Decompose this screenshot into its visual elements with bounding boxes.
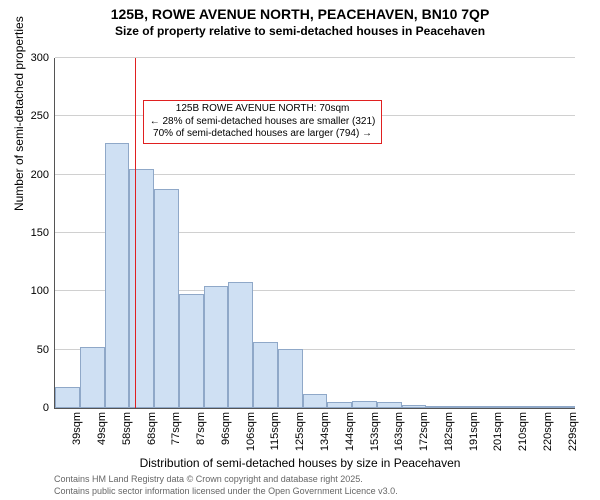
y-axis-label: Number of semi-detached properties xyxy=(12,16,26,211)
property-size-histogram: 125B, ROWE AVENUE NORTH, PEACEHAVEN, BN1… xyxy=(0,0,600,500)
y-tick-label: 250 xyxy=(31,110,49,122)
x-tick-label: 68sqm xyxy=(146,408,158,445)
y-tick-label: 200 xyxy=(31,169,49,181)
x-tick-label: 144sqm xyxy=(344,408,356,451)
x-tick-label: 229sqm xyxy=(567,408,579,451)
annotation-line-2: ← 28% of semi-detached houses are smalle… xyxy=(150,116,376,129)
x-tick-label: 153sqm xyxy=(369,408,381,451)
x-tick-label: 172sqm xyxy=(418,408,430,451)
x-tick-label: 58sqm xyxy=(121,408,133,445)
chart-title: 125B, ROWE AVENUE NORTH, PEACEHAVEN, BN1… xyxy=(0,6,600,22)
y-tick-label: 50 xyxy=(37,344,49,356)
histogram-bar xyxy=(80,347,105,408)
x-tick-label: 96sqm xyxy=(220,408,232,445)
plot-area: 05010015020025030039sqm49sqm58sqm68sqm77… xyxy=(54,58,575,409)
x-tick-label: 210sqm xyxy=(517,408,529,451)
x-tick-label: 49sqm xyxy=(96,408,108,445)
chart-subtitle: Size of property relative to semi-detach… xyxy=(0,24,600,38)
histogram-bar xyxy=(228,282,253,408)
gridline xyxy=(55,57,575,58)
property-marker-line xyxy=(135,58,136,408)
histogram-bar xyxy=(303,394,328,408)
histogram-bar xyxy=(352,401,377,408)
annotation-box: 125B ROWE AVENUE NORTH: 70sqm← 28% of se… xyxy=(143,100,383,144)
histogram-bar xyxy=(55,387,80,408)
y-tick-label: 150 xyxy=(31,227,49,239)
histogram-bar xyxy=(105,143,130,408)
y-tick-label: 100 xyxy=(31,285,49,297)
annotation-line-1: 125B ROWE AVENUE NORTH: 70sqm xyxy=(150,103,376,116)
x-tick-label: 191sqm xyxy=(468,408,480,451)
histogram-bar xyxy=(204,286,229,409)
x-tick-label: 163sqm xyxy=(393,408,405,451)
footer-note-2: Contains public sector information licen… xyxy=(54,486,398,496)
histogram-bar xyxy=(154,189,179,408)
histogram-bar xyxy=(129,169,154,408)
histogram-bar xyxy=(278,349,303,409)
footer-note-1: Contains HM Land Registry data © Crown c… xyxy=(54,474,363,484)
y-tick-label: 300 xyxy=(31,52,49,64)
histogram-bar xyxy=(179,294,204,408)
x-tick-label: 201sqm xyxy=(492,408,504,451)
x-tick-label: 77sqm xyxy=(170,408,182,445)
x-tick-label: 134sqm xyxy=(319,408,331,451)
x-tick-label: 182sqm xyxy=(443,408,455,451)
x-tick-label: 220sqm xyxy=(542,408,554,451)
x-tick-label: 125sqm xyxy=(294,408,306,451)
x-axis-label: Distribution of semi-detached houses by … xyxy=(0,456,600,470)
x-tick-label: 87sqm xyxy=(195,408,207,445)
x-tick-label: 106sqm xyxy=(245,408,257,451)
annotation-line-3: 70% of semi-detached houses are larger (… xyxy=(150,128,376,141)
x-tick-label: 115sqm xyxy=(269,408,281,450)
y-tick-label: 0 xyxy=(43,402,49,414)
histogram-bar xyxy=(253,342,278,409)
x-tick-label: 39sqm xyxy=(71,408,83,445)
